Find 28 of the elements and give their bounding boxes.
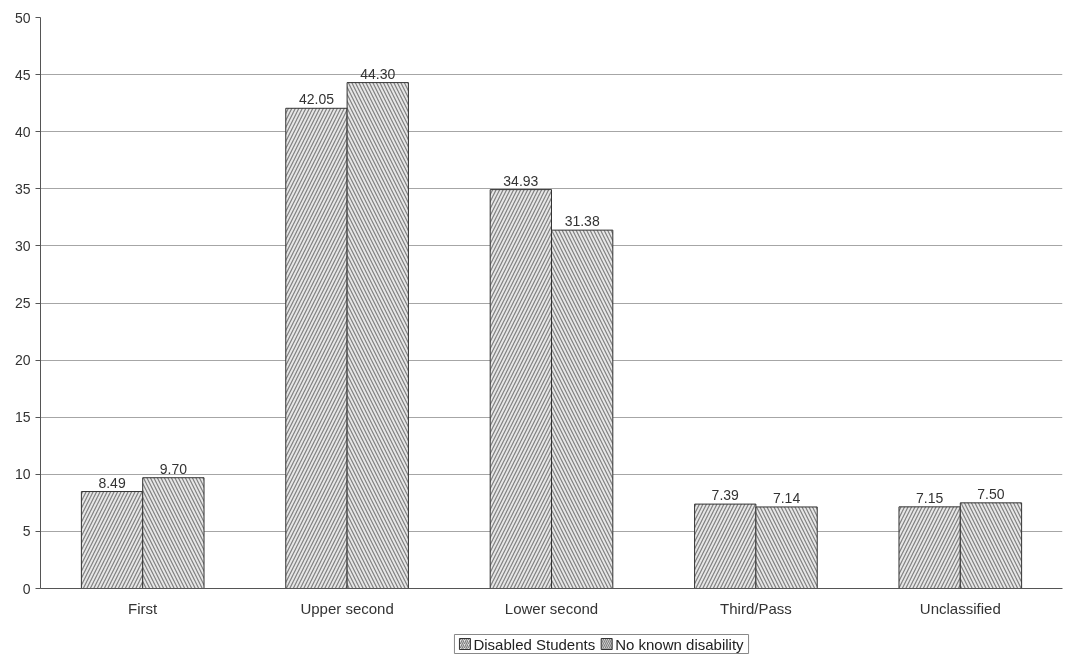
data-label: 7.15 xyxy=(916,489,944,506)
y-tick-label: 0 xyxy=(22,580,31,597)
data-label: 7.50 xyxy=(977,485,1005,502)
y-tick-label: 20 xyxy=(14,352,31,369)
data-label: 42.05 xyxy=(298,91,335,108)
data-label: 44.30 xyxy=(360,65,396,82)
y-tick-label: 5 xyxy=(22,523,31,540)
y-tick-label: 10 xyxy=(14,466,31,483)
y-tick-label: 50 xyxy=(14,9,31,26)
y-tick-label: 40 xyxy=(14,123,31,140)
y-tick-label: 45 xyxy=(14,66,31,83)
data-label: 31.38 xyxy=(564,213,600,230)
data-label: 9.70 xyxy=(159,460,188,477)
data-label: 8.49 xyxy=(98,474,126,491)
x-tick-label: Unclassified xyxy=(919,599,1001,617)
y-tick-label: 30 xyxy=(14,237,31,254)
data-label: 7.14 xyxy=(772,489,801,506)
data-label: 7.39 xyxy=(711,487,740,504)
y-tick-label: 15 xyxy=(14,409,31,426)
x-tick-label: First xyxy=(128,599,159,617)
data-label: 34.93 xyxy=(503,172,539,189)
x-tick-label: Lower second xyxy=(504,599,599,617)
y-tick-label: 25 xyxy=(14,295,31,311)
y-tick-label: 35 xyxy=(14,180,31,197)
x-tick-label: Upper second xyxy=(300,599,394,617)
x-tick-label: Third/Pass xyxy=(720,599,792,617)
legend-label: Disabled Students xyxy=(473,635,596,653)
legend-label: No known disability xyxy=(615,635,745,653)
